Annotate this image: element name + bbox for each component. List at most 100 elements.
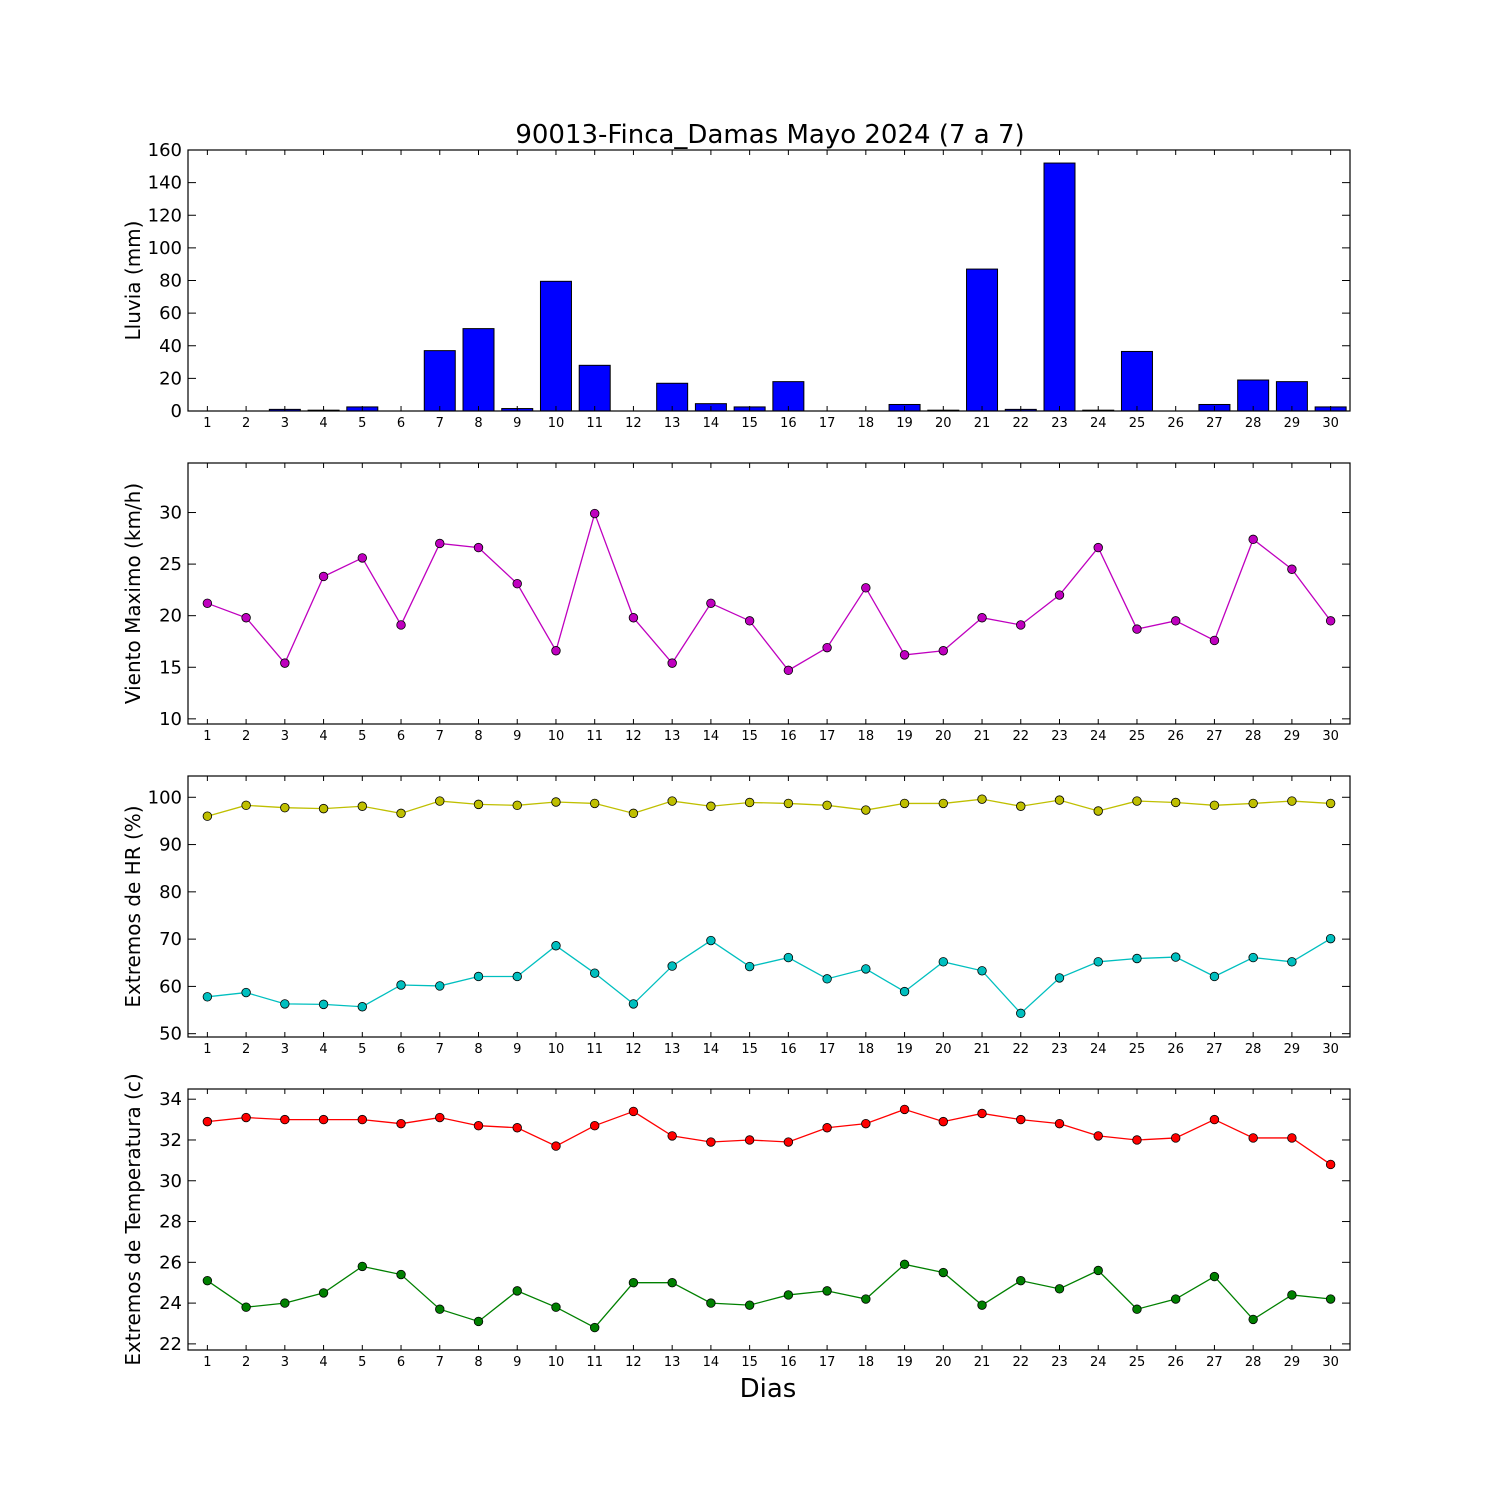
hr-series-1-point xyxy=(202,992,213,1002)
temp-series-1-point xyxy=(357,1261,368,1272)
hr-series-1-point xyxy=(706,935,716,946)
rain-bar xyxy=(1237,379,1270,412)
x-tick-label: 17 xyxy=(819,1355,836,1370)
x-tick-label: 26 xyxy=(1167,416,1184,431)
x-tick-label: 27 xyxy=(1206,416,1223,431)
hr-series-0-point xyxy=(861,805,871,815)
temp-series-1-point xyxy=(938,1267,949,1278)
wind-series-0-point xyxy=(1209,635,1220,646)
hr-series-0-point xyxy=(1209,800,1220,811)
temp-series-1-point xyxy=(899,1259,910,1270)
temp-series-1-point xyxy=(512,1286,522,1296)
hr-series-0-point xyxy=(280,802,290,813)
temp-series-1-point xyxy=(1132,1304,1142,1314)
x-tick-label: 27 xyxy=(1206,1355,1223,1370)
y-tick-label: 70 xyxy=(159,929,182,950)
x-tick-label: 16 xyxy=(780,729,797,744)
x-tick-label: 24 xyxy=(1090,729,1107,744)
x-tick-label: 1 xyxy=(203,416,211,431)
x-tick-label: 6 xyxy=(397,416,405,431)
x-tick-label: 12 xyxy=(625,1355,642,1370)
wind-series-0-point xyxy=(473,542,484,553)
x-axis-label: Dias xyxy=(740,1374,797,1404)
x-tick-label: 22 xyxy=(1012,729,1029,744)
wind-series-0-point xyxy=(1054,590,1065,600)
y-axis-label: Extremos de Temperatura (c) xyxy=(121,1073,145,1365)
temp-series-1-point xyxy=(977,1300,987,1310)
temp-series-0-point xyxy=(938,1116,949,1127)
x-tick-label: 12 xyxy=(625,416,642,431)
x-tick-label: 7 xyxy=(436,1355,444,1370)
temp-series-0-point xyxy=(435,1112,445,1123)
wind-series-0-point xyxy=(861,583,871,593)
temp-series-1-point xyxy=(280,1298,290,1308)
axes-frame xyxy=(187,462,1351,725)
x-tick-label: 17 xyxy=(819,1042,836,1057)
hr-series-0-point xyxy=(512,800,522,811)
temp-series-1-point xyxy=(744,1300,755,1310)
temp-series-1-line xyxy=(207,1263,1331,1329)
y-tick-label: 60 xyxy=(159,976,182,997)
hr-series-0-point xyxy=(202,811,213,821)
temp-series-0-point xyxy=(1325,1159,1336,1170)
hr-series-0-point xyxy=(318,803,329,814)
x-tick-label: 19 xyxy=(896,1042,913,1057)
y-tick-label: 60 xyxy=(159,303,182,324)
temp-series-0-point xyxy=(396,1118,406,1129)
temp-series-1-point xyxy=(590,1322,600,1333)
hr-series-1-point xyxy=(667,961,677,971)
hr-series-1-point xyxy=(1325,933,1336,944)
temp-series-0-line xyxy=(207,1108,1331,1165)
wind-series-0-point xyxy=(1287,564,1297,574)
hr-series-1-point xyxy=(241,987,251,998)
x-tick-label: 21 xyxy=(974,729,991,744)
y-tick-label: 20 xyxy=(159,368,182,389)
hr-series-1-point xyxy=(551,941,561,951)
x-tick-label: 20 xyxy=(935,1355,952,1370)
x-tick-label: 26 xyxy=(1167,729,1184,744)
y-tick-label: 30 xyxy=(159,503,182,524)
wind-series-0-point xyxy=(783,665,794,676)
temp-series-0-point xyxy=(1170,1133,1181,1143)
x-tick-label: 9 xyxy=(513,1042,521,1057)
y-tick-label: 30 xyxy=(159,1171,182,1192)
temp-series-0-point xyxy=(202,1116,213,1127)
temp-series-0-point xyxy=(1209,1114,1220,1125)
hr-series-0-point xyxy=(1248,798,1258,809)
wind-series-0-point xyxy=(202,598,213,609)
x-tick-label: 6 xyxy=(397,729,405,744)
hr-series-0-point xyxy=(899,798,910,809)
x-tick-label: 1 xyxy=(203,729,211,744)
hr-series-0-point xyxy=(822,800,832,811)
x-tick-label: 11 xyxy=(586,416,603,431)
y-tick-label: 10 xyxy=(159,709,182,730)
temp-series-0-point xyxy=(977,1108,987,1119)
y-tick-label: 20 xyxy=(159,606,182,627)
axes-frame xyxy=(187,775,1351,1038)
y-tick-label: 28 xyxy=(159,1212,182,1233)
wind-series-0-point xyxy=(706,598,716,609)
temp-series-1-point xyxy=(435,1304,445,1314)
y-tick-label: 100 xyxy=(148,787,182,808)
temp-series-1-point xyxy=(473,1316,484,1327)
temp-series-1-point xyxy=(822,1286,832,1296)
x-tick-label: 30 xyxy=(1322,1042,1339,1057)
hr-series-1-point xyxy=(1248,952,1258,963)
x-tick-label: 16 xyxy=(780,416,797,431)
chart-title: 90013-Finca_Damas Mayo 2024 (7 a 7) xyxy=(515,120,1024,150)
wind-series-0-point xyxy=(1170,616,1181,626)
x-tick-label: 28 xyxy=(1245,1042,1262,1057)
wind-series-0-point xyxy=(318,571,329,582)
x-tick-label: 1 xyxy=(203,1042,211,1057)
rain-bar xyxy=(462,328,495,412)
rain-bar xyxy=(423,350,456,412)
wind-series-0-point xyxy=(512,579,522,589)
x-tick-label: 26 xyxy=(1167,1042,1184,1057)
hr-series-1-point xyxy=(318,999,329,1010)
x-tick-label: 30 xyxy=(1322,729,1339,744)
temp-series-1-point xyxy=(1287,1290,1297,1300)
wind-series-0-point xyxy=(1325,616,1336,626)
hr-series-1-point xyxy=(822,974,832,984)
temp-series-1-point xyxy=(1325,1294,1336,1304)
